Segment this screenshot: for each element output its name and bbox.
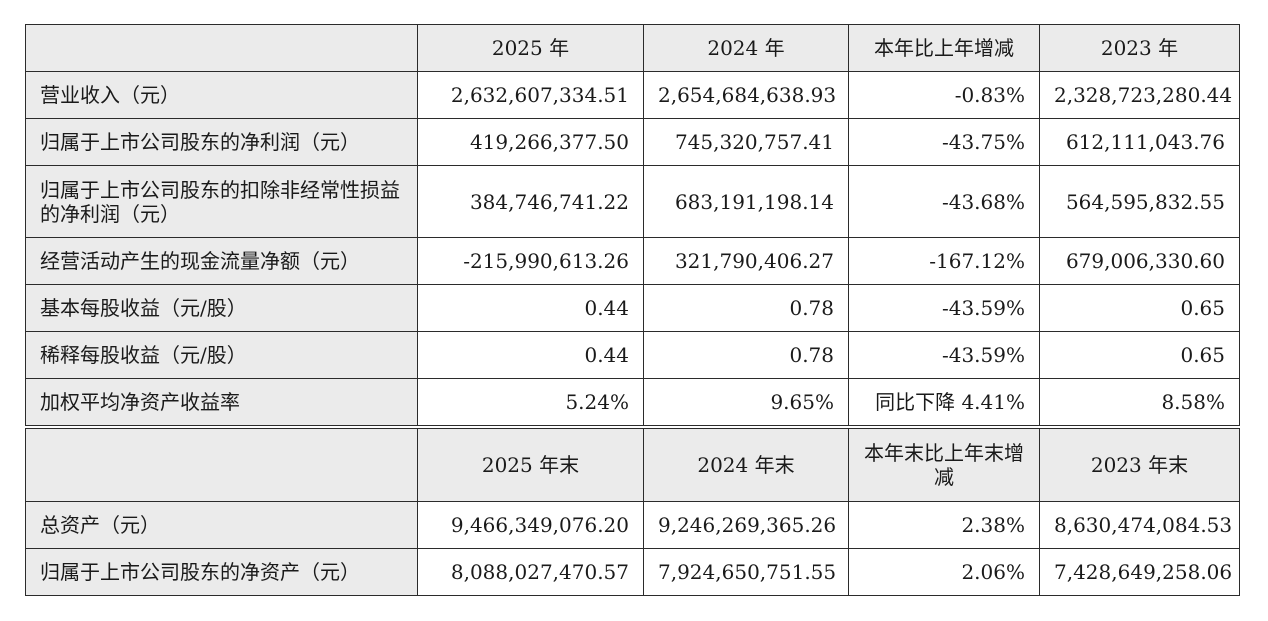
value-2023: 679,006,330.60: [1039, 237, 1240, 285]
value-change: -43.59%: [848, 284, 1040, 332]
value-change: -43.59%: [848, 331, 1040, 379]
value-2024: 7,924,650,751.55: [643, 548, 849, 596]
value-2025: 0.44: [417, 331, 644, 379]
row-label: 营业收入（元）: [25, 71, 418, 119]
table-row: 归属于上市公司股东的净利润（元） 419,266,377.50 745,320,…: [25, 118, 1240, 166]
table-header-row: 2025 年末 2024 年末 本年末比上年末增减 2023 年末: [25, 428, 1240, 502]
yearend-balance-table: 2025 年末 2024 年末 本年末比上年末增减 2023 年末 总资产（元）…: [25, 428, 1240, 596]
value-2025: 2,632,607,334.51: [417, 71, 644, 119]
value-2024: 321,790,406.27: [643, 237, 849, 285]
value-2025: 8,088,027,470.57: [417, 548, 644, 596]
value-2025: 384,746,741.22: [417, 165, 644, 238]
value-2023: 7,428,649,258.06: [1039, 548, 1240, 596]
value-2024: 683,191,198.14: [643, 165, 849, 238]
header-2023: 2023 年: [1039, 24, 1240, 72]
row-label: 基本每股收益（元/股）: [25, 284, 418, 332]
value-2023: 0.65: [1039, 331, 1240, 379]
header-2024: 2024 年: [643, 24, 849, 72]
annual-financials-table: 2025 年 2024 年 本年比上年增减 2023 年 营业收入（元） 2,6…: [25, 24, 1240, 426]
table-row: 基本每股收益（元/股） 0.44 0.78 -43.59% 0.65: [25, 284, 1240, 332]
value-2025: 9,466,349,076.20: [417, 501, 644, 549]
table-row: 经营活动产生的现金流量净额（元） -215,990,613.26 321,790…: [25, 237, 1240, 285]
value-2023: 2,328,723,280.44: [1039, 71, 1240, 119]
header-2025: 2025 年: [417, 24, 644, 72]
row-label: 归属于上市公司股东的扣除非经常性损益的净利润（元）: [25, 165, 418, 238]
value-2023: 564,595,832.55: [1039, 165, 1240, 238]
header-2023-end: 2023 年末: [1039, 428, 1240, 502]
row-label: 归属于上市公司股东的净资产（元）: [25, 548, 418, 596]
row-label: 归属于上市公司股东的净利润（元）: [25, 118, 418, 166]
header-2024-end: 2024 年末: [643, 428, 849, 502]
value-2024: 0.78: [643, 331, 849, 379]
value-2025: 419,266,377.50: [417, 118, 644, 166]
value-change: -167.12%: [848, 237, 1040, 285]
value-change: -0.83%: [848, 71, 1040, 119]
value-2023: 0.65: [1039, 284, 1240, 332]
value-change: 2.38%: [848, 501, 1040, 549]
table-row: 总资产（元） 9,466,349,076.20 9,246,269,365.26…: [25, 501, 1240, 549]
header-cell-empty: [25, 428, 418, 502]
table-row: 加权平均净资产收益率 5.24% 9.65% 同比下降 4.41% 8.58%: [25, 378, 1240, 426]
row-label: 加权平均净资产收益率: [25, 378, 418, 426]
value-2024: 9.65%: [643, 378, 849, 426]
value-2024: 0.78: [643, 284, 849, 332]
value-change: -43.75%: [848, 118, 1040, 166]
row-label: 经营活动产生的现金流量净额（元）: [25, 237, 418, 285]
value-2023: 8,630,474,084.53: [1039, 501, 1240, 549]
table-row: 稀释每股收益（元/股） 0.44 0.78 -43.59% 0.65: [25, 331, 1240, 379]
value-change: 2.06%: [848, 548, 1040, 596]
row-label: 稀释每股收益（元/股）: [25, 331, 418, 379]
value-2025: 0.44: [417, 284, 644, 332]
header-cell-empty: [25, 24, 418, 72]
table-header-row: 2025 年 2024 年 本年比上年增减 2023 年: [25, 24, 1240, 72]
value-2024: 745,320,757.41: [643, 118, 849, 166]
header-change: 本年比上年增减: [848, 24, 1040, 72]
table-row: 营业收入（元） 2,632,607,334.51 2,654,684,638.9…: [25, 71, 1240, 119]
table-row: 归属于上市公司股东的扣除非经常性损益的净利润（元） 384,746,741.22…: [25, 165, 1240, 238]
value-2025: -215,990,613.26: [417, 237, 644, 285]
value-2024: 2,654,684,638.93: [643, 71, 849, 119]
value-change: 同比下降 4.41%: [848, 378, 1040, 426]
value-2023: 8.58%: [1039, 378, 1240, 426]
row-label: 总资产（元）: [25, 501, 418, 549]
value-2023: 612,111,043.76: [1039, 118, 1240, 166]
value-2024: 9,246,269,365.26: [643, 501, 849, 549]
header-change: 本年末比上年末增减: [848, 428, 1040, 502]
header-2025-end: 2025 年末: [417, 428, 644, 502]
table-row: 归属于上市公司股东的净资产（元） 8,088,027,470.57 7,924,…: [25, 548, 1240, 596]
value-2025: 5.24%: [417, 378, 644, 426]
value-change: -43.68%: [848, 165, 1040, 238]
